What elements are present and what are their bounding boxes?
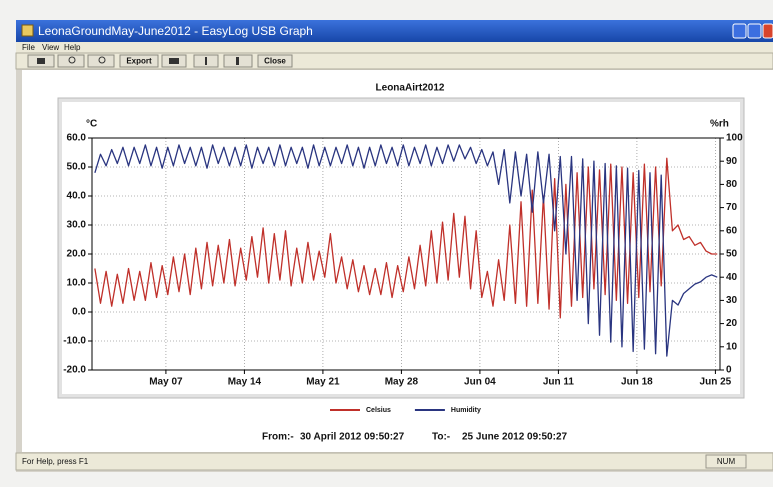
y-tick-label: 40.0: [67, 191, 87, 202]
status-text: For Help, press F1: [22, 457, 89, 466]
status-bar: [15, 452, 773, 471]
y-tick-label: 30.0: [67, 220, 87, 231]
help-icon: [205, 57, 207, 65]
y2-tick-label: 0: [726, 365, 732, 376]
x-tick-label: May 14: [228, 377, 262, 388]
print-icon: [169, 58, 179, 64]
y2-tick-label: 70: [726, 202, 738, 213]
y2-axis-label: %rh: [710, 119, 729, 130]
plot-area: [91, 137, 721, 371]
legend-label: Celsius: [366, 407, 391, 414]
y2-tick-label: 10: [726, 341, 738, 352]
range-from-label: From:-: [262, 432, 294, 443]
y2-tick-label: 50: [726, 249, 738, 260]
y-tick-label: -10.0: [63, 336, 86, 347]
close-button[interactable]: [257, 54, 293, 68]
legend: Celsius Humidity: [330, 407, 481, 414]
plot-panel: [62, 102, 740, 394]
series-line: [94, 157, 718, 319]
y-tick-label: 10.0: [67, 278, 87, 289]
app-icon: [21, 24, 34, 37]
plot: -20.0 -10.0 0.0 10.0 20.0 30.0 40.0 50.0 60.0 0 10…: [63, 133, 743, 388]
y-tick-label: 20.0: [67, 249, 87, 260]
x-tick-label: May 07: [149, 377, 183, 388]
x-tick-label: May 21: [306, 377, 340, 388]
window-title: LeonaGroundMay-June2012 - EasyLog USB Gr…: [38, 24, 313, 38]
menu-item[interactable]: View: [42, 43, 59, 52]
menu-bar: [16, 42, 773, 53]
x-tick-label: Jun 11: [543, 377, 575, 388]
maximize-button[interactable]: [747, 23, 762, 39]
zoom-out-button[interactable]: [87, 54, 115, 68]
y2-tick-label: 60: [726, 225, 738, 236]
chart-title: LeonaAirt2012: [376, 83, 445, 94]
y-tick-label: 0.0: [72, 307, 86, 318]
y-axis-label: °C: [86, 119, 97, 130]
series-line: [94, 144, 718, 357]
menu-item[interactable]: File: [22, 43, 35, 52]
y2-tick-label: 40: [726, 272, 738, 283]
y-tick-label: 50.0: [67, 162, 87, 173]
export-button[interactable]: [119, 54, 159, 68]
y2-tick-label: 90: [726, 156, 738, 167]
y-tick-label: -20.0: [63, 365, 86, 376]
y2-tick-label: 30: [726, 295, 738, 306]
y-tick-label: 60.0: [67, 133, 87, 144]
zoom-out-icon: [98, 56, 106, 64]
status-num: NUM: [717, 457, 736, 466]
x-tick-label: Jun 25: [700, 377, 732, 388]
menu-item[interactable]: Help: [64, 43, 81, 52]
open-icon: [37, 58, 45, 64]
range-from: 30 April 2012 09:50:27: [300, 432, 405, 443]
toolbar-icons: [37, 56, 239, 65]
legend-label: Humidity: [451, 407, 481, 414]
y2-tick-label: 20: [726, 318, 738, 329]
range-to: 25 June 2012 09:50:27: [462, 432, 568, 443]
toolbar-label: Export: [126, 57, 152, 66]
y2-tick-label: 100: [726, 133, 743, 144]
x-tick-label: Jun 04: [464, 377, 496, 388]
close-window-button[interactable]: [762, 23, 773, 39]
zoom-in-button[interactable]: [57, 54, 85, 68]
x-tick-label: Jun 18: [621, 377, 653, 388]
minimize-button[interactable]: [732, 23, 747, 39]
y2-tick-label: 80: [726, 179, 738, 190]
zoom-in-icon: [68, 56, 76, 64]
toolbar-buttons: [27, 54, 293, 68]
x-tick-label: May 28: [385, 377, 419, 388]
title-bar: [16, 20, 773, 42]
toolbar-label: Close: [264, 57, 286, 66]
status-panel: [705, 454, 747, 469]
context-help-icon: [236, 57, 239, 65]
range-to-label: To:-: [432, 432, 450, 443]
